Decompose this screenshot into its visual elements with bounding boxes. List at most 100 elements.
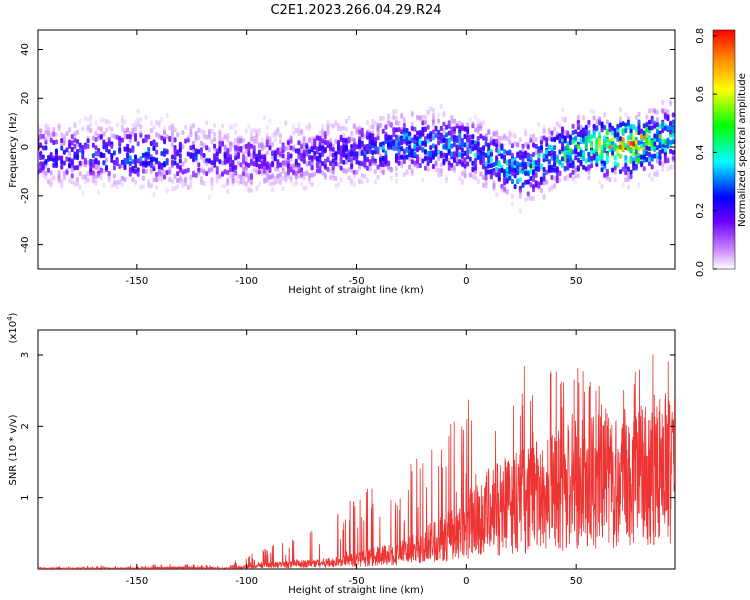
spectrogram-cell bbox=[76, 148, 80, 154]
spectrogram-cell bbox=[466, 142, 470, 148]
spectrogram-cell bbox=[76, 165, 80, 171]
spectrogram-cell bbox=[65, 169, 69, 175]
spectrogram-cell bbox=[629, 140, 633, 146]
spectrogram-cell bbox=[611, 150, 615, 156]
spectrogram-cell bbox=[223, 133, 227, 139]
spectrogram-cell bbox=[634, 154, 638, 160]
spectrogram-cell bbox=[81, 174, 85, 180]
spectrogram-cell bbox=[394, 145, 398, 151]
spectrogram-cell bbox=[661, 108, 665, 114]
spectrogram-cell bbox=[579, 151, 583, 157]
spectrogram-cell bbox=[223, 157, 227, 163]
spectrogram-cell bbox=[471, 174, 475, 180]
spectrogram-cell bbox=[384, 124, 388, 130]
spectrogram-cell bbox=[450, 152, 454, 158]
spectrogram-cell bbox=[123, 176, 127, 182]
spectrogram-cell bbox=[252, 161, 256, 167]
spectrogram-cell bbox=[434, 151, 438, 157]
spectrogram-cell bbox=[542, 172, 546, 178]
spectrogram-cell bbox=[466, 150, 470, 156]
spectrogram-cell bbox=[112, 179, 116, 185]
spectrogram-cell bbox=[624, 155, 628, 161]
spectrogram-cell bbox=[276, 149, 280, 155]
spectrogram-cell bbox=[474, 157, 478, 163]
spectrogram-cell bbox=[626, 121, 630, 127]
spectrogram-cell bbox=[289, 175, 293, 181]
spectrogram-cell bbox=[276, 174, 280, 180]
spectrogram-cell bbox=[426, 124, 430, 130]
spectrogram-cell bbox=[648, 108, 652, 114]
spectrogram-cell bbox=[192, 152, 196, 158]
spectrogram-cell bbox=[184, 181, 188, 187]
spectrogram-cell bbox=[358, 160, 362, 166]
spectrogram-cell bbox=[207, 167, 211, 173]
spectrogram-cell bbox=[70, 173, 74, 179]
spectrogram-cell bbox=[508, 175, 512, 181]
spectrogram-cell bbox=[231, 159, 235, 165]
spectrogram-cell bbox=[52, 157, 56, 163]
spectrogram-cell bbox=[197, 135, 201, 141]
spectrogram-cell bbox=[318, 136, 322, 142]
spectrogram-cell bbox=[352, 142, 356, 148]
spectrogram-cell bbox=[445, 152, 449, 158]
spectrogram-cell bbox=[423, 155, 427, 161]
spectrogram-cell bbox=[590, 163, 594, 169]
spectrogram-cell bbox=[234, 170, 238, 176]
spectrogram-cell bbox=[62, 140, 66, 146]
spectrogram-cell bbox=[170, 142, 174, 148]
spectrogram-cell bbox=[152, 192, 156, 198]
spectrogram-cell bbox=[555, 167, 559, 173]
spectrogram-cell bbox=[568, 134, 572, 140]
spectrogram-cell bbox=[442, 144, 446, 150]
spectrogram-cell bbox=[165, 160, 169, 166]
spectrogram-cell bbox=[168, 125, 172, 131]
x-tick-label: 0 bbox=[463, 276, 469, 287]
spectrogram-cell bbox=[452, 168, 456, 174]
y-tick-label: 0 bbox=[20, 144, 31, 150]
spectrogram-cell bbox=[373, 145, 377, 151]
spectrogram-cell bbox=[445, 178, 449, 184]
spectrogram-cell bbox=[163, 168, 167, 174]
spectrogram-cell bbox=[107, 149, 111, 155]
spectrogram-cell bbox=[518, 187, 522, 193]
spectrogram-cell bbox=[421, 158, 425, 164]
svg-text:(x104): (x104) bbox=[6, 312, 19, 343]
spectrogram-cell bbox=[207, 147, 211, 153]
spectrogram-cell bbox=[648, 119, 652, 125]
spectrogram-cell bbox=[152, 177, 156, 183]
spectrogram-cell bbox=[202, 158, 206, 164]
spectrogram-cell bbox=[199, 128, 203, 134]
spectrogram-cell bbox=[284, 177, 288, 183]
spectrogram-cell bbox=[421, 126, 425, 132]
spectrogram-cell bbox=[221, 137, 225, 143]
spectrogram-cell bbox=[553, 150, 557, 156]
spectrogram-cell bbox=[307, 172, 311, 178]
spectrogram-cell bbox=[495, 155, 499, 161]
spectrogram-cell bbox=[450, 115, 454, 121]
spectrogram-cell bbox=[276, 159, 280, 165]
spectrogram-cell bbox=[640, 143, 644, 149]
spectrogram-cell bbox=[223, 183, 227, 189]
spectrogram-cell bbox=[60, 137, 64, 143]
spectrogram-cell bbox=[136, 121, 140, 127]
spectrogram-cell bbox=[550, 155, 554, 161]
spectrogram-cell bbox=[149, 167, 153, 173]
spectrogram-cell bbox=[244, 172, 248, 178]
spectrogram-cell bbox=[307, 160, 311, 166]
spectrogram-cell bbox=[300, 181, 304, 187]
spectrogram-cell bbox=[394, 172, 398, 178]
spectrogram-cell bbox=[210, 186, 214, 192]
spectrogram-cell bbox=[437, 149, 441, 155]
spectrogram-cell bbox=[655, 137, 659, 143]
spectrogram-cell bbox=[242, 154, 246, 160]
spectrogram-cell bbox=[115, 184, 119, 190]
spectrogram-cell bbox=[247, 146, 251, 152]
spectrogram-cell bbox=[139, 124, 143, 130]
spectrogram-cell bbox=[516, 142, 520, 148]
spectrogram-cell bbox=[416, 136, 420, 142]
spectrogram-cell bbox=[173, 153, 177, 159]
spectrogram-cell bbox=[260, 142, 264, 148]
spectrogram-cell bbox=[234, 152, 238, 158]
spectrogram-cell bbox=[616, 148, 620, 154]
spectrogram-cell bbox=[207, 158, 211, 164]
